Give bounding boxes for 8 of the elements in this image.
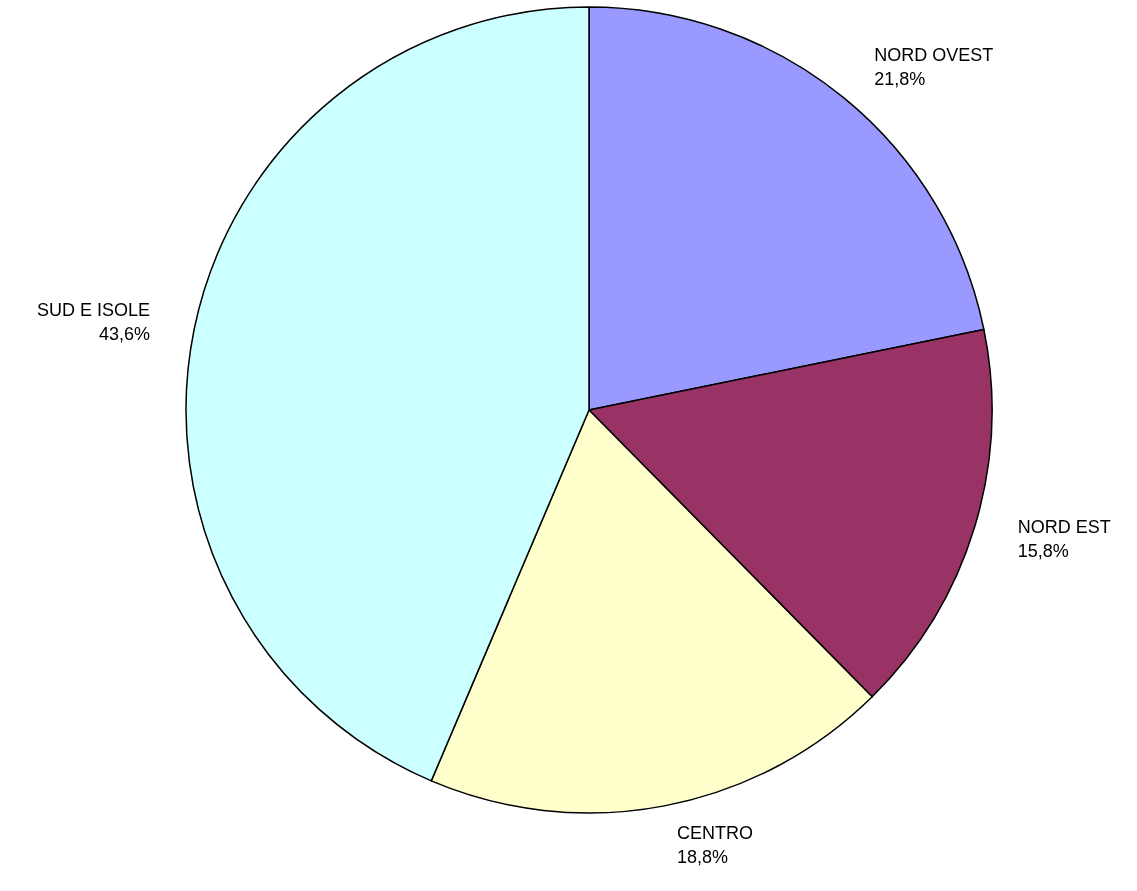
data-label: 18,8%	[677, 847, 729, 868]
slice-label: SUD E ISOLE	[36, 299, 150, 320]
slice-label: CENTRO	[677, 823, 754, 844]
data-label: 43,6%	[98, 323, 150, 344]
slice-label: NORD OVEST	[874, 44, 994, 65]
slice-label: NORD EST	[1017, 516, 1111, 537]
data-label: 21,8%	[874, 68, 926, 89]
data-label: 15,8%	[1017, 540, 1069, 561]
